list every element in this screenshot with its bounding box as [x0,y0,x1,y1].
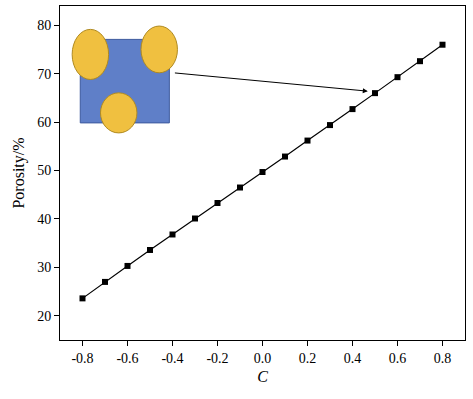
svg-text:-0.6: -0.6 [116,351,138,366]
svg-text:50: 50 [37,163,51,178]
svg-text:0.8: 0.8 [434,351,452,366]
svg-text:0.6: 0.6 [389,351,407,366]
svg-text:-0.8: -0.8 [71,351,93,366]
svg-text:20: 20 [37,309,51,324]
svg-text:0.0: 0.0 [254,351,272,366]
svg-text:-0.2: -0.2 [206,351,228,366]
svg-text:0.4: 0.4 [344,351,362,366]
svg-text:30: 30 [37,260,51,275]
svg-text:60: 60 [37,115,51,130]
svg-text:80: 80 [37,18,51,33]
svg-text:0.2: 0.2 [299,351,317,366]
svg-text:70: 70 [37,67,51,82]
svg-text:C: C [257,368,268,385]
svg-text:-0.4: -0.4 [161,351,183,366]
svg-text:40: 40 [37,212,51,227]
svg-text:Porosity/%: Porosity/% [10,137,28,208]
